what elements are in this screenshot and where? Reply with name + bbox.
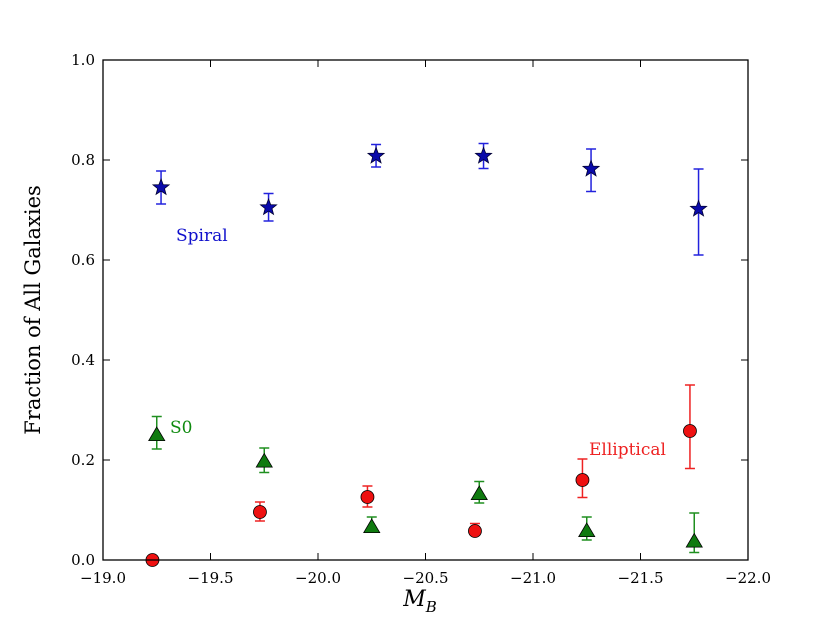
spiral-point bbox=[474, 146, 493, 164]
s0-point bbox=[578, 522, 596, 537]
s0-point bbox=[148, 426, 166, 442]
elliptical-point bbox=[575, 473, 590, 487]
plot-frame bbox=[102, 59, 749, 561]
spiral-point bbox=[151, 177, 171, 196]
x-tick-label: −19.0 bbox=[80, 569, 126, 587]
spiral-point bbox=[689, 199, 708, 217]
y-tick-label: 0.6 bbox=[71, 251, 95, 269]
x-axis-label: MB bbox=[402, 587, 437, 616]
elliptical-point bbox=[360, 490, 375, 504]
data-markers bbox=[145, 146, 708, 567]
s0-point bbox=[363, 518, 381, 533]
elliptical-point bbox=[468, 524, 482, 538]
s0-point bbox=[470, 485, 488, 501]
elliptical-point bbox=[253, 505, 267, 519]
annotation-spiral: Spiral bbox=[176, 226, 228, 246]
tick-labels: −19.0 −19.5 −20.0 −20.5 −21.0 −21.5 −22.0 0.0 0.… bbox=[71, 51, 771, 587]
x-tick-label: −21.5 bbox=[618, 569, 664, 587]
spiral-point bbox=[366, 146, 386, 164]
y-tick-label: 0.8 bbox=[71, 151, 95, 169]
y-tick-label: 1.0 bbox=[71, 51, 95, 69]
x-tick-label: −20.0 bbox=[295, 569, 341, 587]
y-axis-label: Fraction of All Galaxies bbox=[21, 185, 45, 435]
annotation-elliptical: Elliptical bbox=[589, 440, 666, 460]
y-tick-label: 0.2 bbox=[71, 451, 95, 469]
x-tick-label: −20.5 bbox=[403, 569, 449, 587]
annotation-s0: S0 bbox=[170, 418, 192, 438]
s0-point bbox=[685, 532, 703, 548]
y-tick-label: 0.4 bbox=[71, 351, 95, 369]
spiral-point bbox=[259, 197, 278, 216]
s0-point bbox=[255, 452, 273, 468]
x-tick-label: −21.0 bbox=[510, 569, 556, 587]
elliptical-point bbox=[683, 424, 697, 438]
spiral-point bbox=[581, 159, 601, 177]
y-tick-label: 0.0 bbox=[71, 551, 95, 569]
x-tick-label: −22.0 bbox=[725, 569, 771, 587]
x-tick-label: −19.5 bbox=[188, 569, 234, 587]
